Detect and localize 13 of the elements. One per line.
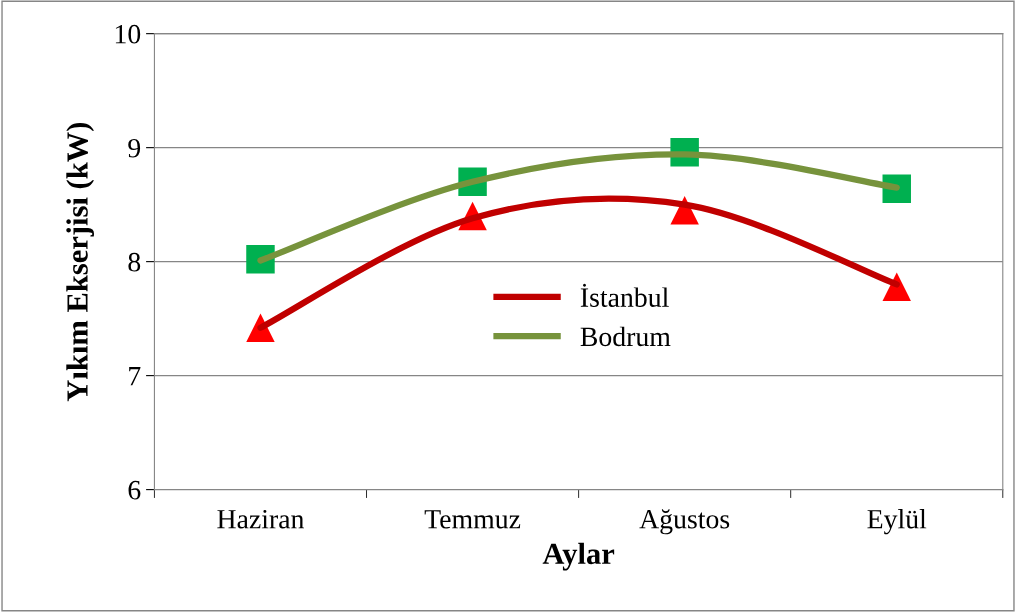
x-tick-label: Eylül <box>867 509 927 535</box>
y-tick-label: 9 <box>128 138 141 158</box>
y-axis-title: Yıkım Ekserjisi (kW) <box>66 122 95 402</box>
x-tick-label: Ağustos <box>639 509 730 535</box>
x-tick-label: Haziran <box>217 509 305 529</box>
x-tick-label: Temmuz <box>424 510 521 529</box>
legend-label: Bodrum <box>580 326 671 347</box>
y-tick-label: 10 <box>115 24 141 44</box>
y-tick-label: 6 <box>128 480 141 500</box>
y-tick-label: 8 <box>128 252 141 272</box>
legend-label: İstanbul <box>580 283 669 307</box>
x-axis-title: Aylar <box>542 542 615 571</box>
y-tick-label: 7 <box>129 367 141 386</box>
